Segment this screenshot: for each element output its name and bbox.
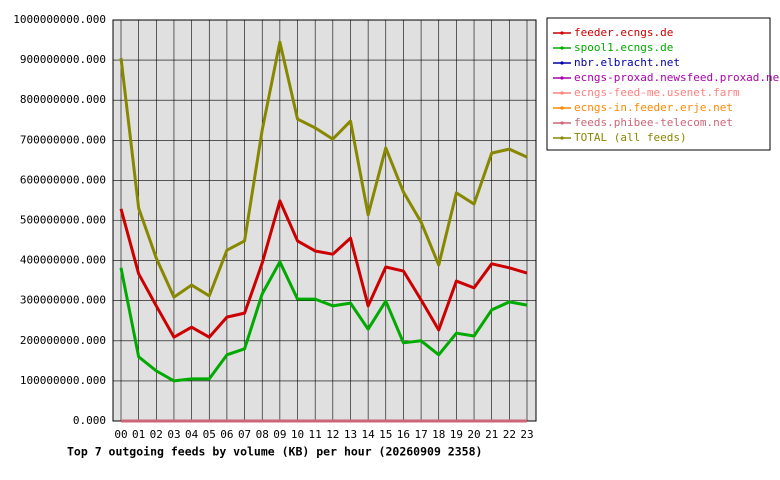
y-tick-label: 900000000.000 bbox=[20, 53, 106, 66]
y-tick-label: 400000000.000 bbox=[20, 254, 106, 267]
x-tick-label: 01 bbox=[132, 428, 145, 441]
x-tick-label: 11 bbox=[309, 428, 322, 441]
legend-marker bbox=[560, 76, 564, 80]
x-tick-label: 22 bbox=[503, 428, 516, 441]
legend-box bbox=[546, 17, 771, 151]
x-tick-label: 18 bbox=[432, 428, 445, 441]
legend-marker bbox=[560, 121, 564, 125]
y-tick-label: 800000000.000 bbox=[20, 93, 106, 106]
legend-label: feeds.phibee-telecom.net bbox=[574, 116, 733, 129]
legend-label: feeder.ecngs.de bbox=[574, 26, 673, 39]
legend-marker bbox=[560, 61, 564, 65]
x-tick-label: 21 bbox=[485, 428, 498, 441]
legend-label: ecngs-in.feeder.erje.net bbox=[574, 101, 733, 114]
legend-label: nbr.elbracht.net bbox=[574, 56, 680, 69]
series-line bbox=[119, 260, 528, 383]
y-tick-label: 500000000.000 bbox=[20, 214, 106, 227]
y-tick-label: 100000000.000 bbox=[20, 374, 106, 387]
x-tick-label: 17 bbox=[414, 428, 427, 441]
x-tick-label: 08 bbox=[256, 428, 269, 441]
x-tick-label: 09 bbox=[273, 428, 286, 441]
x-tick-label: 00 bbox=[114, 428, 127, 441]
legend-marker bbox=[560, 31, 564, 35]
x-tick-label: 04 bbox=[185, 428, 199, 441]
x-tick-label: 16 bbox=[397, 428, 410, 441]
x-tick-label: 19 bbox=[450, 428, 463, 441]
chart-title: Top 7 outgoing feeds by volume (KB) per … bbox=[67, 445, 482, 459]
legend-label: ecngs-proxad.newsfeed.proxad.net bbox=[574, 71, 780, 84]
y-tick-label: 200000000.000 bbox=[20, 334, 106, 347]
x-tick-label: 03 bbox=[167, 428, 180, 441]
x-tick-label: 07 bbox=[238, 428, 251, 441]
y-tick-label: 700000000.000 bbox=[20, 133, 106, 146]
x-tick-label: 02 bbox=[150, 428, 163, 441]
x-tick-label: 10 bbox=[291, 428, 304, 441]
x-tick-label: 06 bbox=[220, 428, 233, 441]
series-line bbox=[119, 40, 528, 299]
legend-marker bbox=[560, 91, 564, 95]
series-line bbox=[119, 199, 528, 339]
legend-label: ecngs-feed-me.usenet.farm bbox=[574, 86, 740, 99]
x-tick-label: 14 bbox=[362, 428, 376, 441]
y-tick-label: 300000000.000 bbox=[20, 294, 106, 307]
x-tick-label: 20 bbox=[467, 428, 480, 441]
y-tick-label: 600000000.000 bbox=[20, 173, 106, 186]
legend-marker bbox=[560, 136, 564, 140]
legend-marker bbox=[560, 106, 564, 110]
legend-label: TOTAL (all feeds) bbox=[574, 131, 687, 144]
y-tick-label: 1000000000.000 bbox=[13, 13, 106, 26]
x-tick-label: 05 bbox=[203, 428, 216, 441]
x-tick-label: 13 bbox=[344, 428, 357, 441]
y-tick-label: 0.000 bbox=[73, 414, 106, 427]
x-tick-label: 15 bbox=[379, 428, 392, 441]
x-tick-label: 23 bbox=[520, 428, 533, 441]
legend-label: spool1.ecngs.de bbox=[574, 41, 673, 54]
legend-marker bbox=[560, 46, 564, 50]
x-tick-label: 12 bbox=[326, 428, 339, 441]
